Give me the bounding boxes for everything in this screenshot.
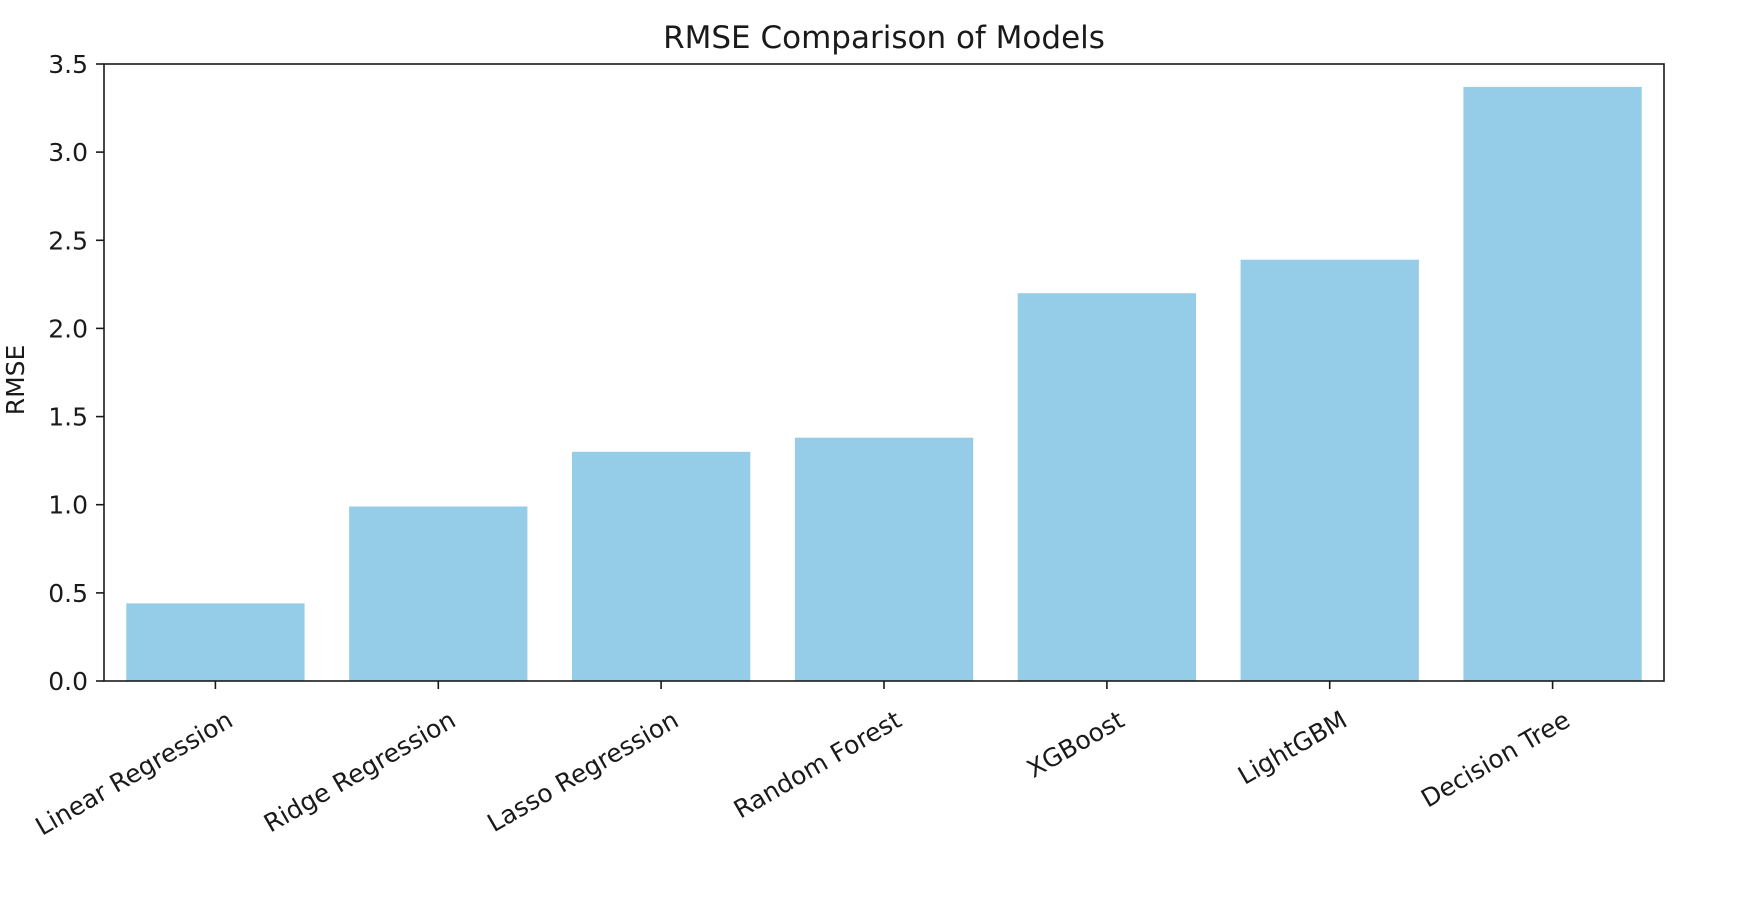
x-tick-label: Decision Tree xyxy=(1416,705,1575,813)
chart-title: RMSE Comparison of Models xyxy=(663,20,1105,56)
bar-ridge-regression xyxy=(349,506,528,681)
x-tick-label: Ridge Regression xyxy=(259,705,461,838)
x-tick-label: XGBoost xyxy=(1022,705,1129,784)
bar-decision-tree xyxy=(1463,86,1642,681)
x-tick-label: LightGBM xyxy=(1233,705,1352,790)
bar-xgboost xyxy=(1017,293,1196,681)
y-tick-label: 2.5 xyxy=(48,226,88,255)
y-tick-label: 1.5 xyxy=(48,403,88,432)
bars-layer xyxy=(126,86,1642,681)
y-tick-label: 1.0 xyxy=(48,491,88,520)
bar-random-forest xyxy=(794,437,974,681)
bar-lightgbm xyxy=(1240,259,1419,681)
y-tick-label: 2.0 xyxy=(48,314,88,343)
y-tick-label: 0.5 xyxy=(48,579,88,608)
x-axis: Linear Regression Ridge Regression Lasso R… xyxy=(31,681,1575,841)
x-tick-label: Lasso Regression xyxy=(482,705,683,838)
y-tick-label: 3.0 xyxy=(48,138,88,167)
plot-frame xyxy=(103,63,1665,682)
y-tick-label: 3.5 xyxy=(48,50,88,79)
bar-lasso-regression xyxy=(572,451,751,681)
bar-linear-regression xyxy=(126,603,305,681)
x-tick-label: Linear Regression xyxy=(31,705,238,841)
x-tick-label: Random Forest xyxy=(729,705,907,824)
y-tick-label: 0.0 xyxy=(48,667,88,696)
y-axis-label: RMSE xyxy=(1,345,30,416)
y-axis: 0.0 0.5 1.0 1.5 2.0 2.5 3.0 3.5 xyxy=(48,50,104,696)
